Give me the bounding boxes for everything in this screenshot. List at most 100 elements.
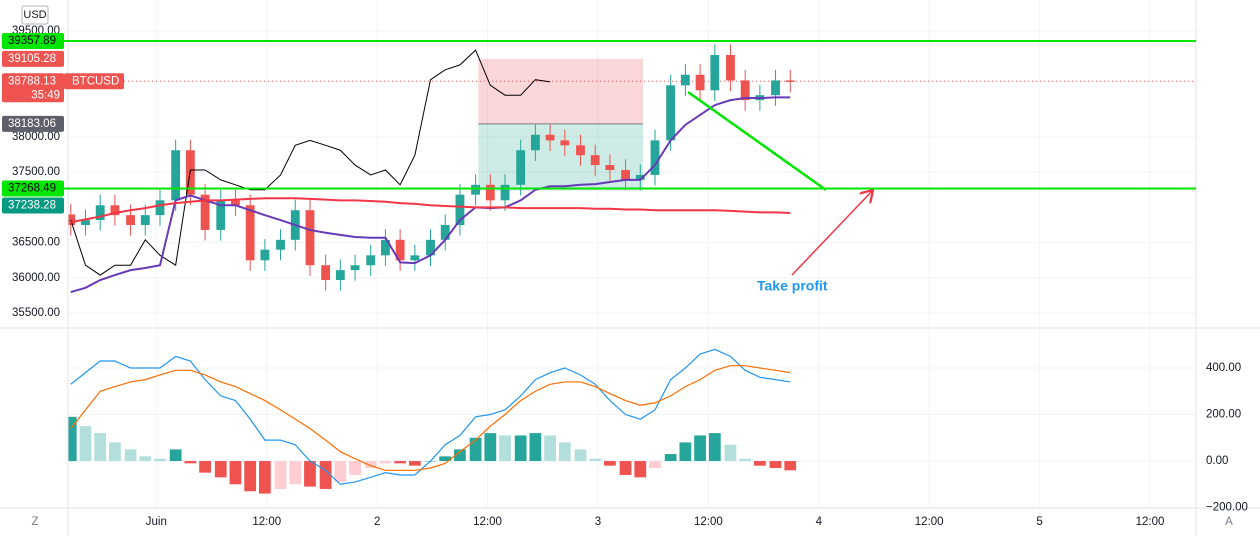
histogram-bar <box>679 442 692 462</box>
histogram-bar <box>784 461 797 471</box>
candle-body <box>576 145 585 156</box>
y-tick-label: 200.00 <box>1206 409 1241 421</box>
candle-body <box>590 155 600 166</box>
histogram-bar <box>304 461 316 487</box>
candle-body <box>260 249 270 261</box>
candle-body <box>710 55 720 91</box>
x-tick-label: 12:00 <box>252 516 281 528</box>
auto-button[interactable]: A <box>1225 516 1233 528</box>
histogram-bar <box>364 461 377 468</box>
candle-body <box>516 150 526 185</box>
candle-body <box>68 214 76 226</box>
candle-body <box>650 140 660 175</box>
candle-body <box>785 80 795 82</box>
currency-box[interactable] <box>21 5 49 25</box>
candle-body <box>231 200 240 206</box>
candle-body <box>680 74 690 86</box>
zoom-button[interactable]: Z <box>31 516 38 528</box>
candle-body <box>635 174 645 180</box>
candle-body <box>726 55 735 81</box>
line <box>70 365 791 471</box>
candle-body <box>81 220 90 226</box>
histogram-bar <box>169 449 182 462</box>
x-tick-label: 12:00 <box>915 516 944 528</box>
drawings: Take profit <box>687 90 873 294</box>
price-badge <box>2 73 64 103</box>
x-tick-label: 3 <box>595 516 601 528</box>
histogram-bar <box>694 435 706 462</box>
histogram-bar <box>214 461 227 478</box>
candle-body <box>140 215 150 226</box>
price-badge-label: 37238.28 <box>8 199 56 211</box>
price-badge <box>2 33 64 50</box>
price-badge <box>2 50 64 67</box>
y-tick-label: −200.00 <box>1206 502 1248 514</box>
x-tick-label: 12:00 <box>473 516 502 528</box>
histogram-bar <box>259 461 271 494</box>
histogram-bar <box>529 433 542 462</box>
histogram-bar <box>589 458 602 462</box>
histogram-bar <box>349 461 361 475</box>
candle-body <box>366 255 376 266</box>
histogram-bar <box>394 461 407 464</box>
histogram-bar <box>469 437 482 462</box>
candle-body <box>171 150 181 201</box>
annotation: Take profit <box>757 278 828 294</box>
candle-body <box>216 200 226 230</box>
histogram-bar <box>334 461 347 482</box>
histogram-bar <box>229 461 242 485</box>
x-tick-label: Juin <box>146 516 167 528</box>
histogram-bar <box>439 456 452 462</box>
histogram-bar <box>484 433 497 462</box>
candle-body <box>335 270 345 281</box>
price-badge <box>2 115 64 132</box>
candle-body <box>245 205 255 261</box>
price-badge-label: 37268.49 <box>8 182 56 194</box>
histogram-bar <box>499 435 511 462</box>
currency-label[interactable]: USD <box>23 9 46 21</box>
candle-body <box>455 194 465 226</box>
candle-body <box>126 215 135 226</box>
x-tick-label: 12:00 <box>1136 516 1165 528</box>
y-tick-label: 38000.00 <box>12 131 60 143</box>
histogram-bar <box>649 461 661 468</box>
histogram-bar <box>408 461 421 466</box>
histogram-bar <box>274 461 287 489</box>
symbol-badge <box>64 73 124 90</box>
histogram-bar <box>68 416 77 462</box>
candle-body <box>305 210 315 266</box>
candle-body <box>666 85 676 141</box>
histogram-bar <box>79 426 92 462</box>
candle-body <box>410 255 420 261</box>
trend-line <box>687 90 827 192</box>
macd-pane <box>68 348 797 494</box>
candle-body <box>500 184 510 201</box>
histogram-bar <box>664 454 677 462</box>
price-badge <box>2 180 64 197</box>
histogram-bar <box>754 461 766 466</box>
histogram-bar <box>199 461 211 473</box>
histogram-bar <box>454 449 466 462</box>
histogram-bar <box>574 449 587 462</box>
histogram-bar <box>514 435 527 462</box>
line <box>70 96 791 293</box>
price-badge-label: 39105.28 <box>8 53 56 65</box>
histogram-bar <box>289 461 302 485</box>
candle-body <box>110 205 120 216</box>
histogram-bar <box>724 444 737 462</box>
candle-body <box>381 239 390 256</box>
histogram-bar <box>604 461 616 466</box>
candle-body <box>395 239 405 261</box>
line <box>70 197 791 224</box>
histogram-bar <box>619 461 632 475</box>
arrow <box>791 190 873 276</box>
line <box>70 348 791 485</box>
histogram-bar <box>124 449 137 462</box>
y-tick-label: 35500.00 <box>12 307 60 319</box>
histogram-bar <box>154 458 166 462</box>
price-badge-label: 39357.89 <box>8 35 56 47</box>
histogram-bar <box>634 461 647 478</box>
histogram-bar <box>739 458 752 462</box>
candle-body <box>605 165 615 170</box>
